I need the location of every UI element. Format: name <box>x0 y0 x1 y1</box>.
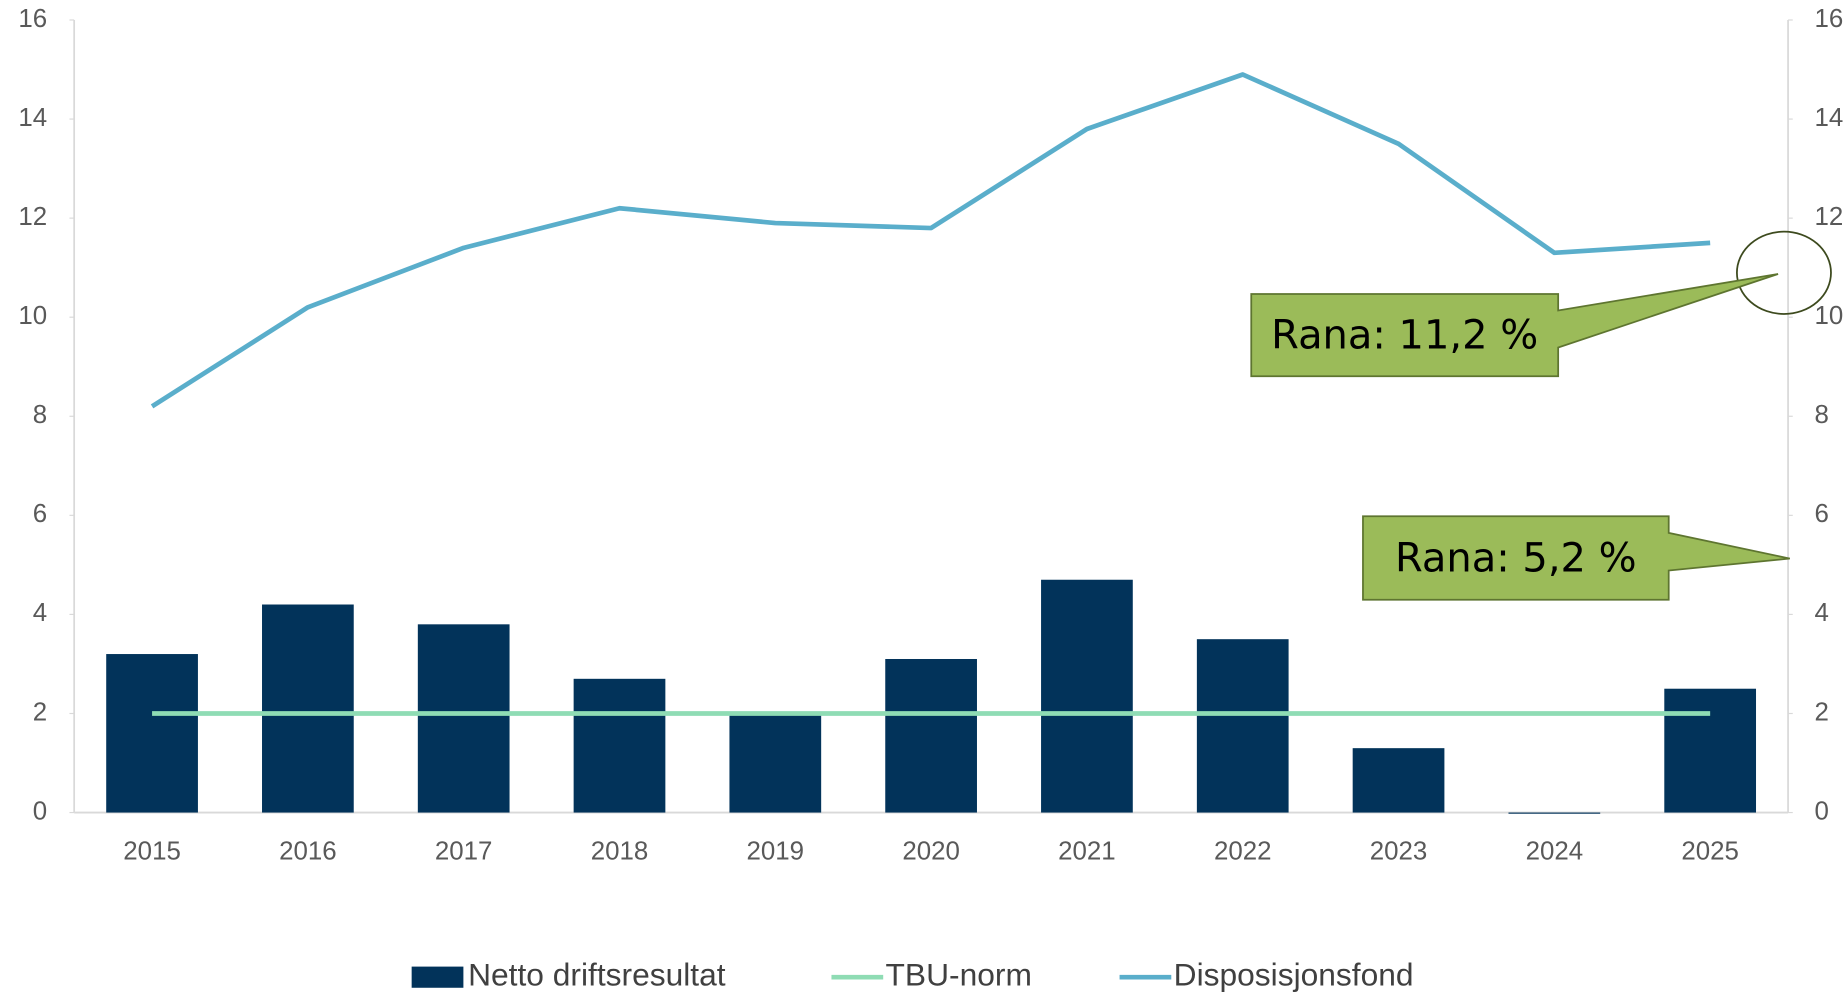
bar <box>573 678 666 813</box>
annotation: Rana: 5,2 % <box>1395 535 1637 581</box>
x-tick-label: 2015 <box>123 837 181 865</box>
bar <box>1196 639 1289 813</box>
y-tick-label: 16 <box>18 5 47 33</box>
y2-tick-label: 10 <box>1815 302 1844 330</box>
bar <box>262 604 354 813</box>
y-tick-label: 14 <box>18 104 47 132</box>
y-tick-label: 4 <box>33 599 47 627</box>
x-tick-label: 2016 <box>279 837 337 865</box>
x-tick-label: 2024 <box>1526 837 1584 865</box>
x-tick-label: 2018 <box>591 837 649 865</box>
y-tick-label: 0 <box>33 797 47 825</box>
y2-tick-label: 0 <box>1815 797 1829 825</box>
callout <box>1362 515 1791 601</box>
legend-label: Netto driftsresultat <box>468 957 726 993</box>
x-tick-label: 2023 <box>1370 837 1428 865</box>
legend-swatch <box>411 966 464 988</box>
bar <box>885 658 977 813</box>
y-tick-label: 2 <box>33 698 47 726</box>
bar <box>1664 688 1757 813</box>
y2-tick-label: 2 <box>1815 698 1829 726</box>
x-tick-label: 2019 <box>747 837 805 865</box>
x-tick-label: 2022 <box>1214 837 1272 865</box>
y-tick-label: 12 <box>18 203 47 231</box>
y-tick-label: 8 <box>33 401 47 429</box>
y2-tick-label: 14 <box>1815 104 1844 132</box>
y2-tick-label: 8 <box>1815 401 1829 429</box>
legend-label: TBU-norm <box>886 957 1032 993</box>
line <box>150 72 1711 409</box>
y2-tick-label: 16 <box>1815 5 1844 33</box>
callout <box>1250 273 1779 378</box>
bar <box>1508 812 1601 814</box>
bar <box>1041 579 1133 813</box>
bar <box>417 624 510 813</box>
x-tick-label: 2020 <box>902 837 960 865</box>
y2-tick-label: 4 <box>1815 599 1829 627</box>
bar <box>106 654 198 813</box>
legend-label: Disposisjonsfond <box>1174 957 1414 993</box>
annotation: Rana: 11,2 % <box>1271 312 1538 358</box>
y-tick-label: 10 <box>18 302 47 330</box>
bar <box>1352 748 1445 813</box>
x-tick-label: 2017 <box>435 837 493 865</box>
y2-tick-label: 12 <box>1815 203 1844 231</box>
highlight-circle <box>1736 230 1832 315</box>
x-tick-label: 2025 <box>1681 837 1739 865</box>
x-tick-label: 2021 <box>1058 837 1116 865</box>
bar <box>729 713 822 813</box>
y2-tick-label: 6 <box>1815 500 1829 528</box>
y-tick-label: 6 <box>33 500 47 528</box>
